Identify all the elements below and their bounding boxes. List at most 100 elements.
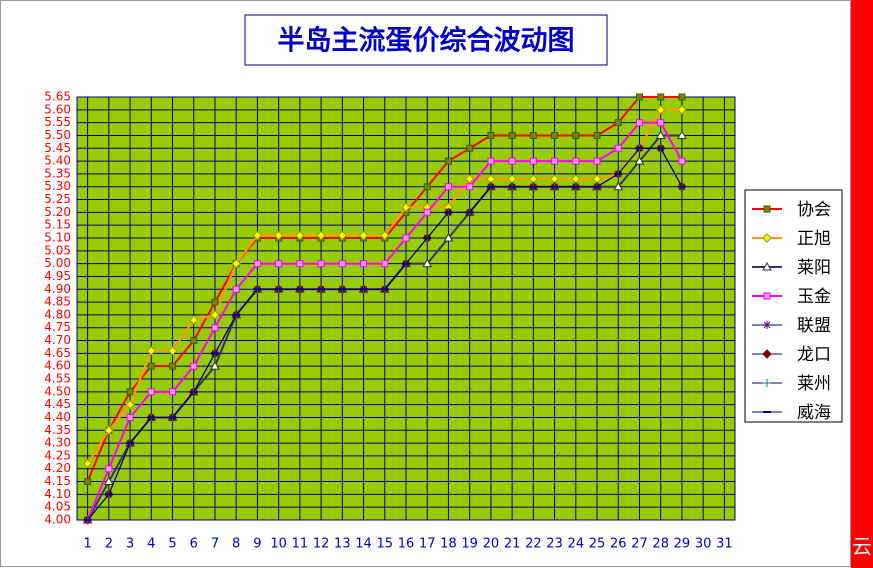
x-tick-label: 12: [313, 537, 330, 552]
marker: [380, 230, 390, 241]
marker: [104, 425, 114, 435]
y-tick-label: 5.25: [44, 192, 71, 206]
y-tick-label: 4.40: [44, 410, 71, 424]
marker: [572, 157, 580, 165]
legend-label: 莱阳: [797, 258, 831, 278]
x-tick-label: 16: [398, 537, 415, 552]
marker: [169, 362, 177, 370]
legend-marker: [763, 205, 771, 213]
x-tick-label: 29: [674, 537, 691, 552]
marker: [190, 362, 198, 370]
marker: [656, 105, 666, 115]
x-tick-label: 9: [253, 537, 261, 552]
y-tick-label: 5.20: [44, 205, 71, 219]
marker: [167, 346, 178, 356]
legend-label: 玉金: [797, 287, 831, 307]
x-tick-label: 23: [546, 537, 563, 552]
marker: [572, 131, 580, 139]
marker: [487, 157, 495, 165]
marker: [444, 157, 452, 165]
y-tick-label: 5.10: [44, 231, 71, 245]
marker: [275, 260, 283, 268]
y-tick-label: 4.15: [44, 474, 71, 488]
marker: [423, 208, 431, 216]
x-tick-label: 6: [190, 537, 198, 552]
marker: [317, 260, 325, 268]
x-tick-label: 31: [716, 537, 733, 552]
marker: [466, 144, 474, 152]
y-tick-label: 4.55: [44, 372, 71, 386]
marker: [401, 202, 411, 212]
marker: [464, 174, 475, 184]
marker: [146, 346, 156, 356]
marker: [635, 119, 643, 127]
y-tick-label: 4.95: [44, 269, 71, 283]
marker: [635, 93, 643, 101]
y-tick-label: 4.65: [44, 346, 71, 360]
marker: [190, 337, 198, 345]
x-tick-label: 1: [83, 537, 91, 552]
marker: [634, 156, 645, 165]
marker: [147, 388, 155, 396]
y-tick-label: 5.05: [44, 243, 71, 257]
marker: [105, 465, 113, 473]
marker: [126, 388, 134, 396]
x-tick-label: 26: [610, 537, 627, 552]
y-tick-label: 4.00: [44, 513, 71, 527]
legend-label: 正旭: [797, 229, 831, 249]
marker: [231, 258, 241, 269]
legend-marker: [763, 292, 771, 300]
y-tick-label: 4.20: [44, 461, 71, 475]
x-tick-label: 7: [211, 537, 219, 552]
marker: [358, 230, 369, 241]
marker: [252, 230, 263, 241]
y-tick-label: 5.55: [44, 115, 71, 129]
x-tick-label: 13: [334, 537, 351, 552]
title-box: [244, 14, 608, 66]
x-tick-label: 20: [483, 537, 500, 552]
x-tick-label: 17: [419, 537, 436, 552]
marker: [82, 458, 93, 469]
marker: [316, 230, 326, 241]
x-tick-label: 11: [292, 537, 309, 552]
marker: [210, 361, 220, 370]
marker: [593, 157, 601, 165]
y-tick-label: 4.05: [44, 500, 71, 514]
y-tick-label: 5.30: [44, 179, 71, 193]
y-tick-label: 4.80: [44, 307, 71, 321]
y-tick-label: 5.65: [44, 90, 71, 104]
marker: [211, 324, 219, 332]
marker: [381, 260, 389, 268]
marker: [508, 157, 516, 165]
marker: [677, 130, 687, 139]
marker: [487, 131, 495, 139]
chart-title: 半岛主流蛋价综合波动图: [278, 25, 575, 57]
y-tick-label: 5.00: [44, 256, 71, 270]
marker: [147, 362, 155, 370]
marker: [593, 131, 601, 139]
legend-marker: [763, 321, 771, 329]
legend-marker: [763, 379, 771, 387]
y-tick-label: 4.85: [44, 295, 71, 309]
x-tick-label: 10: [270, 537, 287, 552]
x-tick-label: 2: [105, 537, 113, 552]
x-tick-label: 8: [232, 537, 240, 552]
side-text: 云: [852, 535, 872, 559]
side-strip: [851, 0, 873, 568]
y-tick-label: 5.40: [44, 154, 71, 168]
legend-label: 协会: [797, 200, 831, 220]
marker: [125, 399, 135, 410]
y-tick-label: 4.10: [44, 487, 71, 501]
y-tick-label: 5.60: [44, 102, 71, 116]
marker: [296, 260, 304, 268]
marker: [253, 260, 261, 268]
legend-marker: [762, 233, 772, 243]
legend-label: 威海: [797, 403, 831, 423]
y-tick-label: 5.45: [44, 141, 71, 155]
marker: [655, 130, 666, 139]
marker: [169, 388, 177, 396]
marker: [84, 478, 92, 486]
marker: [508, 131, 516, 139]
y-tick-label: 4.35: [44, 423, 71, 437]
